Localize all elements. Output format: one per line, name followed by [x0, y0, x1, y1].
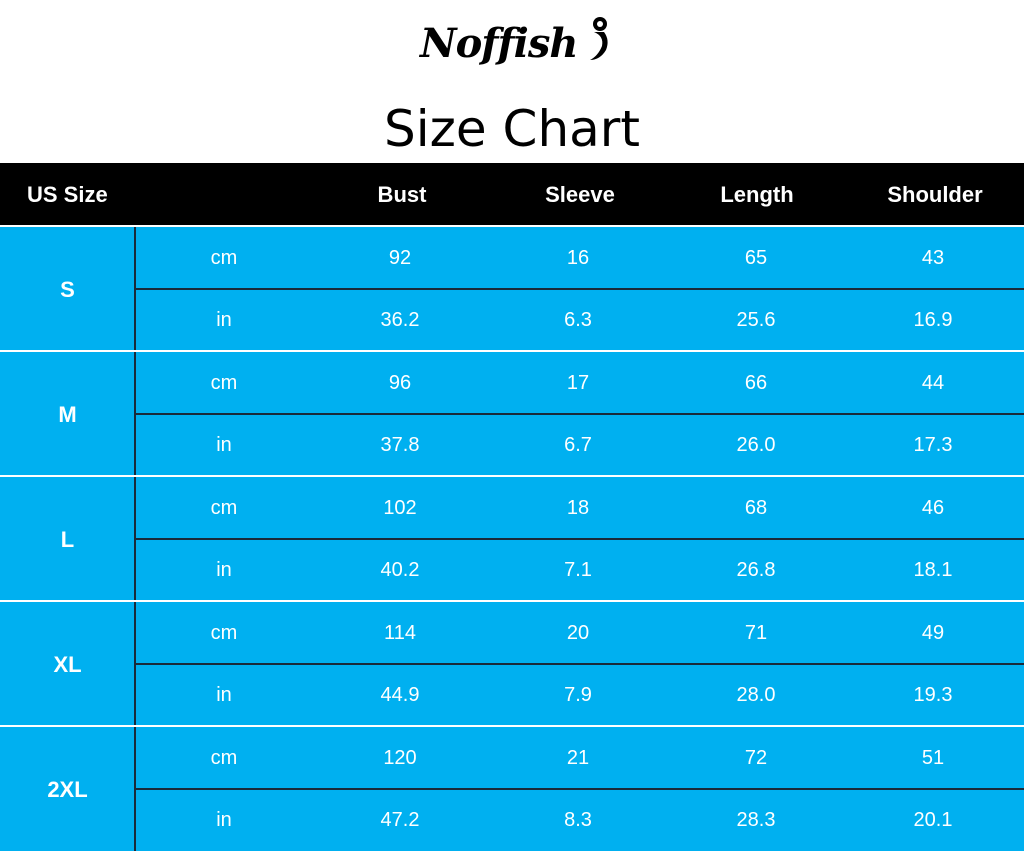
unit-cell: cm: [210, 372, 238, 394]
value-cell: 46: [921, 497, 945, 519]
table-row: cm 92 16 65 43: [0, 227, 1024, 289]
header-bust: Bust: [377, 182, 427, 207]
group-separator: [0, 725, 1024, 727]
header-length: Length: [720, 182, 794, 207]
value-cell: 47.2: [380, 809, 420, 831]
size-group: XL cm 114 20 71 49 in 44.9 7.9 28.0 19.3: [0, 602, 1024, 726]
value-cell: 28.3: [736, 809, 776, 831]
value-cell: 36.2: [380, 309, 420, 331]
mermaid-icon: [590, 17, 608, 60]
group-separator: [0, 350, 1024, 352]
value-cell: 17: [566, 372, 590, 394]
value-cell: 68: [744, 497, 768, 519]
value-cell: 65: [744, 247, 768, 269]
table-row: in 40.2 7.1 26.8 18.1: [0, 539, 1024, 601]
table-row: cm 102 18 68 46: [0, 477, 1024, 539]
table-header: US Size Bust Sleeve Length Shoulder: [0, 163, 1024, 225]
size-group: S cm 92 16 65 43 in 36.2 6.3 25.6 16.9: [0, 227, 1024, 351]
value-cell: 18.1: [913, 559, 953, 581]
value-cell: 44.9: [380, 684, 420, 706]
table-row: in 37.8 6.7 26.0 17.3: [0, 414, 1024, 476]
value-cell: 92: [388, 247, 412, 269]
value-cell: 18: [566, 497, 590, 519]
size-label: S: [60, 277, 75, 302]
value-cell: 66: [744, 372, 768, 394]
table-row: in 36.2 6.3 25.6 16.9: [0, 289, 1024, 351]
value-cell: 21: [566, 747, 590, 769]
unit-cell: in: [216, 309, 232, 331]
value-cell: 120: [383, 747, 417, 769]
value-cell: 6.3: [564, 309, 592, 331]
row-divider: [136, 788, 1024, 790]
unit-cell: cm: [210, 497, 238, 519]
value-cell: 40.2: [380, 559, 420, 581]
unit-cell: cm: [210, 747, 238, 769]
size-label: 2XL: [47, 777, 88, 802]
header-shoulder: Shoulder: [887, 182, 983, 207]
column-divider: [134, 477, 136, 601]
value-cell: 19.3: [913, 684, 953, 706]
page-title: Size Chart: [384, 100, 640, 158]
value-cell: 8.3: [564, 809, 592, 831]
row-divider: [136, 288, 1024, 290]
group-separator: [0, 225, 1024, 227]
value-cell: 71: [744, 622, 768, 644]
table-row: cm 114 20 71 49: [0, 602, 1024, 664]
table-row: in 44.9 7.9 28.0 19.3: [0, 664, 1024, 726]
value-cell: 44: [921, 372, 945, 394]
value-cell: 114: [384, 622, 416, 644]
value-cell: 7.1: [564, 559, 592, 581]
value-cell: 49: [921, 622, 945, 644]
value-cell: 26.8: [736, 559, 776, 581]
group-separator: [0, 475, 1024, 477]
size-label: L: [60, 527, 75, 552]
header-us-size: US Size: [27, 182, 108, 207]
value-cell: 96: [388, 372, 412, 394]
column-divider: [134, 352, 136, 476]
value-cell: 6.7: [564, 434, 592, 456]
value-cell: 20: [566, 622, 590, 644]
unit-cell: in: [216, 434, 232, 456]
unit-cell: in: [216, 809, 232, 831]
brand-logo: Noffish: [420, 14, 610, 74]
value-cell: 7.9: [564, 684, 592, 706]
brand-name: Noffish: [420, 20, 578, 67]
row-divider: [136, 538, 1024, 540]
value-cell: 20.1: [913, 809, 953, 831]
header-sleeve: Sleeve: [545, 182, 615, 207]
table-row: in 47.2 8.3 28.3 20.1: [0, 789, 1024, 851]
value-cell: 37.8: [380, 434, 420, 456]
unit-cell: in: [216, 684, 232, 706]
value-cell: 26.0: [736, 434, 776, 456]
table-row: cm 96 17 66 44: [0, 352, 1024, 414]
value-cell: 25.6: [736, 309, 776, 331]
row-divider: [136, 663, 1024, 665]
value-cell: 16.9: [913, 309, 953, 331]
size-group: M cm 96 17 66 44 in 37.8 6.7 26.0 17.3: [0, 352, 1024, 476]
size-group: 2XL cm 120 21 72 51 in 47.2 8.3 28.3 20.1: [0, 727, 1024, 851]
value-cell: 28.0: [736, 684, 776, 706]
value-cell: 16: [566, 247, 590, 269]
unit-cell: in: [216, 559, 232, 581]
column-divider: [134, 602, 136, 726]
size-label: M: [58, 402, 77, 427]
value-cell: 43: [921, 247, 945, 269]
unit-cell: cm: [210, 247, 238, 269]
group-separator: [0, 600, 1024, 602]
unit-cell: cm: [210, 622, 238, 644]
value-cell: 72: [744, 747, 768, 769]
value-cell: 51: [921, 747, 945, 769]
column-divider: [134, 227, 136, 351]
column-divider: [134, 727, 136, 851]
value-cell: 17.3: [913, 434, 953, 456]
size-label: XL: [53, 652, 82, 677]
row-divider: [136, 413, 1024, 415]
size-group: L cm 102 18 68 46 in 40.2 7.1 26.8 18.1: [0, 477, 1024, 601]
value-cell: 102: [383, 497, 417, 519]
table-row: cm 120 21 72 51: [0, 727, 1024, 789]
